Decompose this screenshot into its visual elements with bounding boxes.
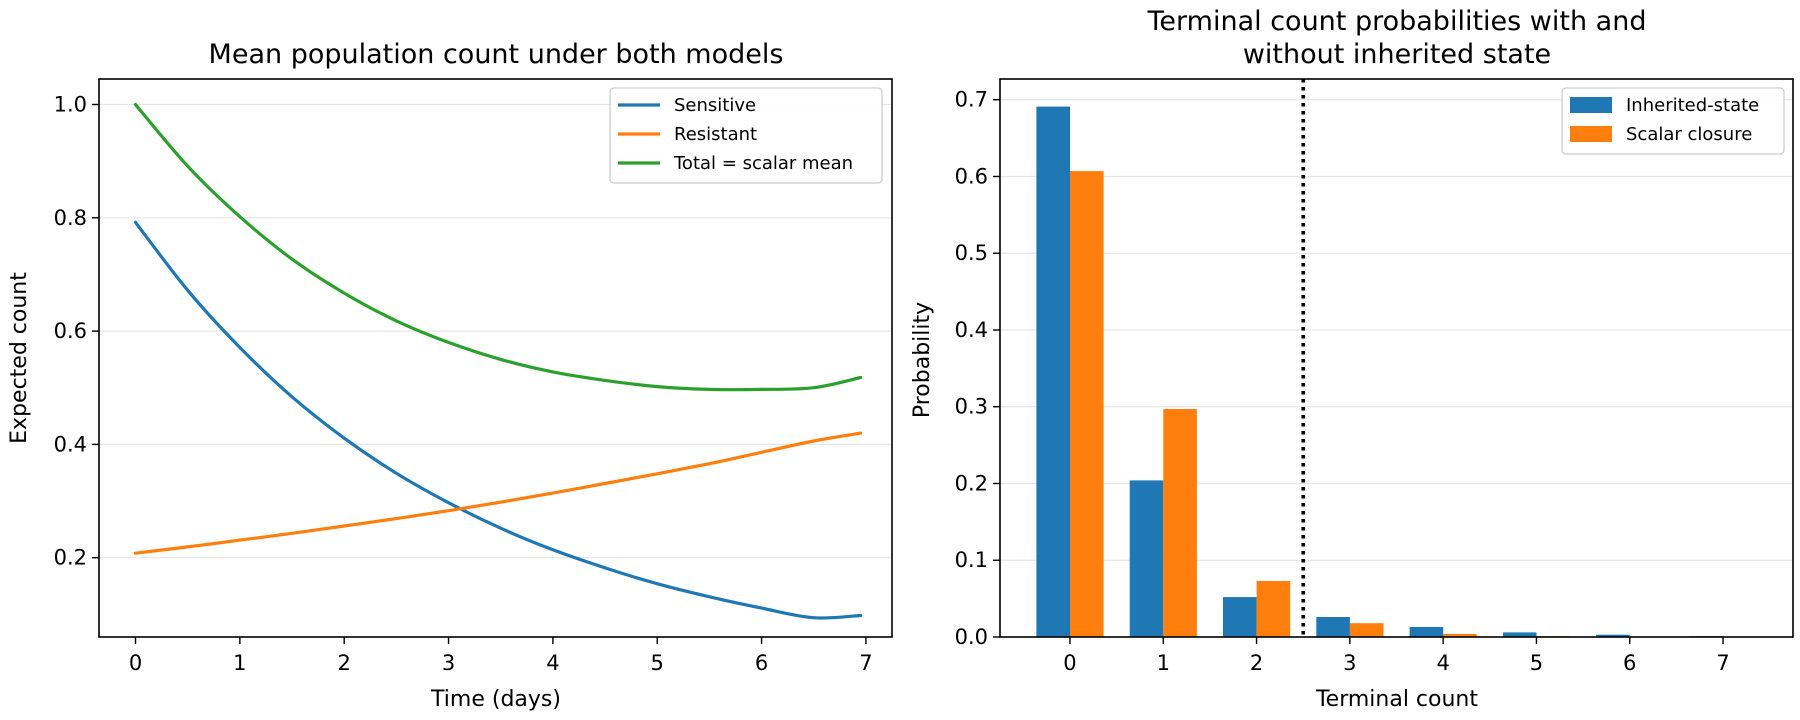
bar-scalar-closure bbox=[1256, 581, 1291, 637]
bar-inherited-state bbox=[1129, 480, 1164, 637]
bar-chart-title-line-2: without inherited state bbox=[1243, 39, 1551, 70]
bar-inherited-state bbox=[1409, 627, 1444, 637]
x-tick-label: 6 bbox=[755, 651, 768, 675]
x-tick-label: 1 bbox=[233, 651, 246, 675]
legend-box bbox=[1561, 87, 1785, 155]
bar-chart-x-axis-label: Terminal count bbox=[1315, 687, 1478, 712]
line-chart-title: Mean population count under both models bbox=[209, 39, 784, 70]
bar-scalar-closure bbox=[1163, 409, 1197, 637]
series-line-sensitive bbox=[133, 220, 863, 620]
bar-inherited-state bbox=[1502, 632, 1537, 637]
bar-scalar-closure bbox=[1349, 623, 1384, 637]
legend-label: Inherited-state bbox=[1626, 95, 1759, 116]
line-chart-legend: Sensitive Resistant Total = scalar mean bbox=[609, 87, 883, 184]
y-tick-label: 0.5 bbox=[955, 241, 988, 265]
x-tick-label: 4 bbox=[1436, 651, 1449, 675]
x-tick-label: 7 bbox=[1716, 651, 1729, 675]
x-tick-label: 7 bbox=[859, 651, 872, 675]
bar-inherited-state bbox=[1223, 597, 1257, 637]
legend-label: Sensitive bbox=[674, 95, 756, 116]
x-tick-label: 0 bbox=[1063, 651, 1076, 675]
line-chart-y-axis-label: Expected count bbox=[7, 272, 32, 444]
legend-label: Scalar closure bbox=[1626, 124, 1752, 145]
x-tick-label: 4 bbox=[546, 651, 559, 675]
bar-chart-plot-frame bbox=[999, 78, 1794, 638]
x-tick-label: 2 bbox=[338, 651, 351, 675]
legend-swatch bbox=[1570, 97, 1612, 113]
bar-inherited-state bbox=[1316, 617, 1350, 637]
y-tick-label: 0.2 bbox=[54, 546, 87, 570]
bar-chart: Terminal count probabilities with and wi… bbox=[910, 6, 1794, 712]
x-tick-label: 5 bbox=[651, 651, 664, 675]
x-tick-label: 3 bbox=[442, 651, 455, 675]
x-tick-label: 0 bbox=[129, 651, 142, 675]
x-tick-label: 2 bbox=[1250, 651, 1263, 675]
y-tick-label: 0.6 bbox=[54, 319, 87, 343]
line-chart-grid bbox=[99, 103, 892, 559]
y-tick-label: 1.0 bbox=[54, 92, 87, 116]
y-tick-label: 0.2 bbox=[955, 471, 988, 495]
y-tick-label: 0.7 bbox=[955, 88, 988, 112]
y-tick-label: 0.4 bbox=[955, 318, 988, 342]
y-tick-label: 0.3 bbox=[955, 395, 988, 419]
legend-box bbox=[609, 87, 883, 184]
y-tick-label: 0.6 bbox=[955, 164, 988, 188]
x-tick-label: 5 bbox=[1530, 651, 1543, 675]
bar-scalar-closure bbox=[1070, 171, 1104, 637]
legend-label: Resistant bbox=[674, 124, 757, 145]
y-tick-label: 0.4 bbox=[54, 432, 87, 456]
y-tick-label: 0.1 bbox=[955, 548, 988, 572]
y-tick-label: 0.0 bbox=[955, 625, 988, 649]
line-chart-series bbox=[133, 102, 863, 620]
bar-scalar-closure bbox=[1443, 633, 1477, 637]
series-line-total-scalar-mean bbox=[133, 102, 863, 392]
legend-label: Total = scalar mean bbox=[673, 153, 853, 174]
x-tick-label: 3 bbox=[1343, 651, 1356, 675]
bar-chart-bars bbox=[1036, 106, 1723, 638]
line-chart-ticks: 0.2 0.4 0.6 0.8 1.0 0 1 2 3 4 5 6 7 bbox=[54, 92, 873, 675]
y-tick-label: 0.8 bbox=[54, 206, 87, 230]
line-chart-x-axis-label: Time (days) bbox=[430, 687, 561, 712]
bar-chart-ticks: 0.0 0.1 0.2 0.3 0.4 0.5 0.6 0.7 0 1 2 3 4 5 6 7 bbox=[955, 88, 1730, 675]
bar-chart-title-line-1: Terminal count probabilities with and bbox=[1147, 6, 1647, 37]
line-chart-plot-frame bbox=[98, 78, 893, 638]
x-tick-label: 6 bbox=[1623, 651, 1636, 675]
bar-inherited-state bbox=[1596, 634, 1630, 637]
bar-chart-y-axis-label: Probability bbox=[910, 302, 935, 418]
bar-chart-legend: Inherited-state Scalar closure bbox=[1561, 87, 1785, 155]
legend-swatch bbox=[1570, 126, 1612, 142]
line-chart: Mean population count under both models … bbox=[7, 39, 893, 712]
bar-inherited-state bbox=[1036, 106, 1070, 638]
series-line-resistant bbox=[133, 431, 863, 555]
x-tick-label: 1 bbox=[1157, 651, 1170, 675]
